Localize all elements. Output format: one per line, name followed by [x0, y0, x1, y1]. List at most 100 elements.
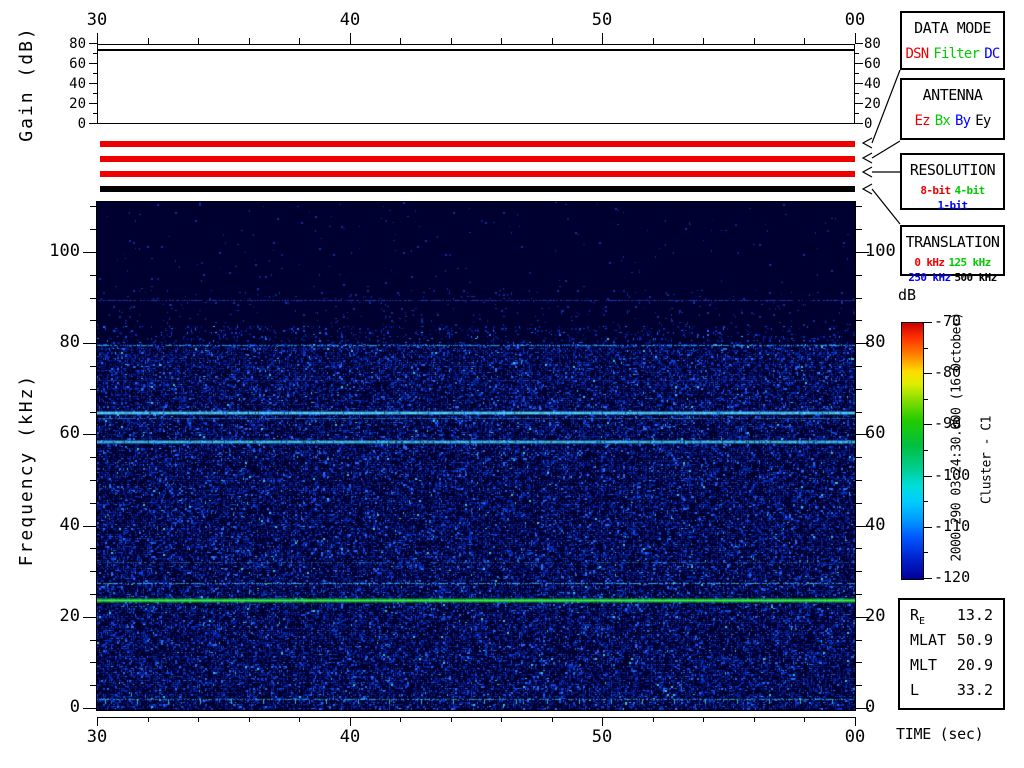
tick-label: 80: [865, 332, 886, 352]
axis-tick: [855, 103, 863, 104]
axis-tick: [602, 33, 603, 44]
axis-tick: [855, 548, 862, 549]
data-mode-bar: [100, 141, 855, 147]
tick-label: 40: [865, 515, 886, 535]
axis-tick: [350, 717, 351, 726]
axis-tick: [855, 252, 869, 253]
axis-tick: [89, 103, 97, 104]
tick-label: 100: [865, 241, 896, 261]
axis-tick: [855, 63, 863, 64]
option-bx: Bx: [934, 113, 951, 129]
axis-tick: [855, 480, 862, 481]
axis-tick: [855, 113, 859, 114]
option-500-khz: 500 kHz: [954, 271, 998, 284]
tick-label: 80: [59, 332, 80, 352]
option-by: By: [955, 113, 971, 129]
axis-tick: [83, 526, 97, 527]
axis-tick: [93, 53, 97, 54]
tick-label: 50: [591, 727, 613, 747]
axis-tick: [855, 526, 869, 527]
axis-tick: [350, 33, 351, 44]
translation-panel: TRANSLATION 0 kHz 125 kHz 250 kHz 500 kHz: [900, 225, 1005, 284]
axis-tick: [400, 38, 401, 44]
tick-label: 80: [69, 36, 86, 52]
colorbar: [901, 322, 924, 580]
axis-tick: [83, 343, 97, 344]
axis-tick: [97, 33, 98, 44]
axis-tick: [90, 229, 97, 230]
axis-tick: [602, 717, 603, 726]
option-8-bit: 8-bit: [920, 184, 951, 197]
axis-tick: [299, 717, 300, 722]
axis-tick: [249, 38, 250, 44]
option-dc: DC: [984, 46, 1000, 62]
axis-tick: [855, 717, 856, 726]
option-125-khz: 125 kHz: [948, 256, 991, 269]
axis-tick: [923, 501, 928, 502]
axis-tick: [93, 73, 97, 74]
axis-tick: [90, 206, 97, 207]
antenna-title: ANTENNA: [922, 86, 983, 104]
axis-tick: [855, 685, 862, 686]
translation-bar: [100, 186, 855, 192]
gain-trace-line: [97, 49, 855, 51]
axis-tick: [83, 708, 97, 709]
axis-tick: [855, 366, 862, 367]
axis-tick: [855, 43, 863, 44]
bottom-axis-line: [97, 717, 855, 718]
axis-tick: [855, 73, 859, 74]
axis-tick: [855, 53, 859, 54]
axis-tick: [703, 717, 704, 722]
antenna-bar: [100, 156, 855, 162]
axis-tick: [653, 717, 654, 722]
tick-label: 40: [339, 727, 361, 747]
axis-tick: [703, 38, 704, 44]
axis-tick: [653, 38, 654, 44]
axis-tick: [501, 38, 502, 44]
axis-tick: [855, 571, 862, 572]
axis-tick: [923, 552, 928, 553]
axis-tick: [501, 717, 502, 722]
axis-tick: [855, 434, 869, 435]
axis-tick: [89, 123, 97, 124]
axis-tick: [855, 123, 863, 124]
axis-tick: [90, 640, 97, 641]
axis-tick: [90, 594, 97, 595]
axis-tick: [552, 38, 553, 44]
axis-tick: [451, 717, 452, 722]
axis-tick: [83, 252, 97, 253]
ephemeris-row-l: L 33.2: [910, 681, 993, 699]
resolution-options: 8-bit 4-bit 1-bit: [904, 184, 1001, 212]
frequency-axis-label: Frequency (kHz): [16, 373, 37, 567]
axis-tick: [93, 113, 97, 114]
axis-tick: [855, 33, 856, 44]
axis-tick: [90, 389, 97, 390]
axis-tick: [83, 617, 97, 618]
axis-tick: [855, 503, 862, 504]
axis-tick: [90, 480, 97, 481]
ephemeris-row-mlat: MLAT 50.9: [910, 631, 993, 649]
axis-tick: [754, 717, 755, 722]
tick-label: 20: [864, 96, 881, 112]
axis-tick: [90, 571, 97, 572]
axis-tick: [923, 578, 932, 579]
tick-label: 0: [864, 116, 873, 132]
axis-tick: [90, 275, 97, 276]
spacecraft-annotation: Cluster - C1: [979, 416, 995, 504]
tick-label: 80: [864, 36, 881, 52]
axis-tick: [855, 298, 862, 299]
tick-label: 40: [864, 76, 881, 92]
option-4-bit: 4-bit: [954, 184, 986, 197]
axis-tick: [855, 275, 862, 276]
tick-label: 40: [59, 515, 80, 535]
axis-tick: [754, 38, 755, 44]
axis-tick: [804, 38, 805, 44]
option-ez: Ez: [914, 113, 930, 129]
tick-label: -100: [934, 466, 971, 484]
tick-label: 00: [844, 727, 866, 747]
tick-label: 60: [864, 56, 881, 72]
ephemeris-row-re: RE 13.2: [910, 606, 993, 627]
ephemeris-row-mlt: MLT 20.9: [910, 656, 993, 674]
axis-tick: [923, 476, 932, 477]
axis-tick: [400, 717, 401, 722]
